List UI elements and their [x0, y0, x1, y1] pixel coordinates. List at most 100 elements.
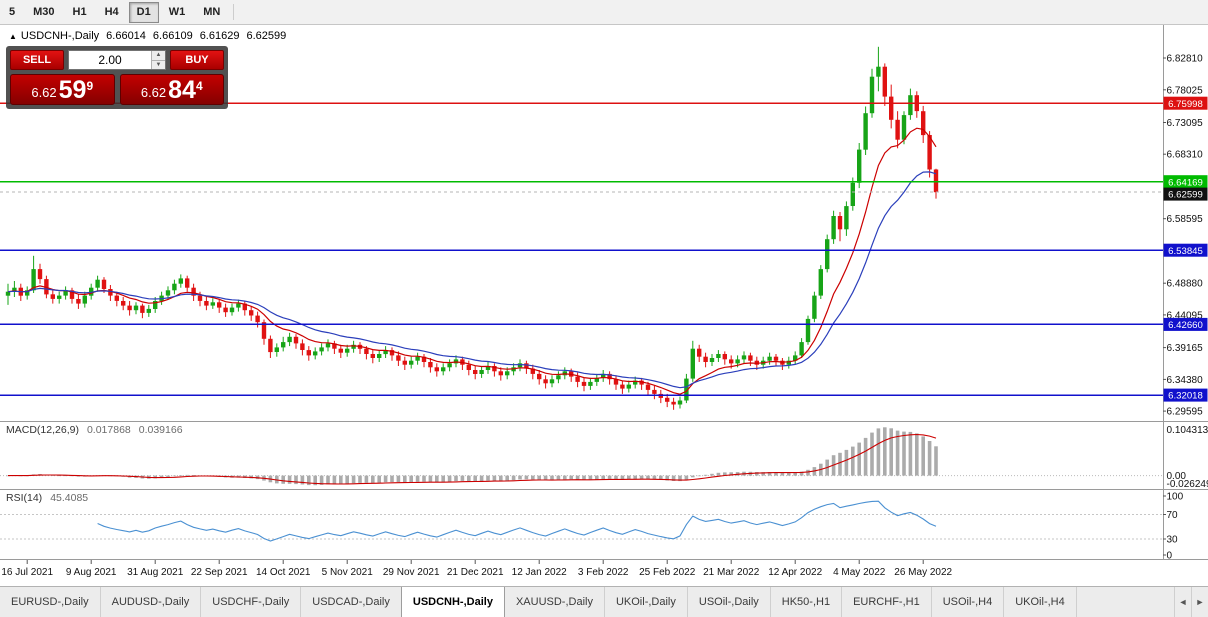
svg-text:4 May 2022: 4 May 2022 [833, 567, 886, 578]
rsi-title: RSI(14) [6, 492, 43, 504]
macd-panel: 0.104313 0.00-0.026249 [0, 425, 1208, 490]
svg-text:6.64169: 6.64169 [1168, 177, 1203, 188]
svg-text:6.82810: 6.82810 [1167, 54, 1204, 65]
svg-text:14 Oct 2021: 14 Oct 2021 [256, 567, 311, 578]
volume-input[interactable]: 2.00 ▲ ▼ [68, 50, 166, 70]
tab-usoil-h4[interactable]: USOil-,H4 [932, 587, 1005, 617]
volume-spinner: ▲ ▼ [151, 51, 165, 69]
timeframe-m30-button[interactable]: M30 [33, 6, 55, 18]
volume-down-button[interactable]: ▼ [152, 59, 165, 69]
tick-up-icon: ▲ [9, 31, 17, 41]
macd-title: MACD(12,26,9) [6, 424, 79, 436]
candles-layer [5, 46, 939, 410]
svg-text:6.78025: 6.78025 [1167, 85, 1204, 96]
one-click-trade-panel: SELL 2.00 ▲ ▼ BUY 6.62 59 9 6.62 84 4 [6, 46, 228, 109]
timeframe-h1-button[interactable]: H1 [72, 6, 87, 18]
timeframe-mn-button[interactable]: MN [203, 6, 221, 18]
svg-text:6.73095: 6.73095 [1167, 118, 1204, 129]
svg-text:6.48880: 6.48880 [1167, 279, 1204, 290]
tab-scroll-controls: ◄ ► [1174, 587, 1208, 617]
svg-text:6.58595: 6.58595 [1167, 214, 1204, 225]
toolbar-separator [233, 4, 235, 20]
macd-signal-value: 0.039166 [138, 424, 183, 436]
panel-separators [0, 25, 1208, 560]
svg-text:6.75998: 6.75998 [1168, 99, 1203, 110]
svg-text:12 Jan 2022: 12 Jan 2022 [512, 567, 567, 578]
open-value: 6.66014 [106, 30, 146, 42]
svg-text:25 Feb 2022: 25 Feb 2022 [639, 567, 696, 578]
svg-text:0.00: 0.00 [1167, 471, 1187, 482]
svg-text:5 Nov 2021: 5 Nov 2021 [322, 567, 374, 578]
tab-usdcad-daily[interactable]: USDCAD-,Daily [301, 587, 402, 617]
svg-text:12 Apr 2022: 12 Apr 2022 [768, 567, 822, 578]
svg-text:30: 30 [1167, 535, 1179, 546]
ask-price-pip: 4 [195, 79, 203, 93]
tab-eurusd-daily[interactable]: EURUSD-,Daily [0, 587, 101, 617]
svg-text:3 Feb 2022: 3 Feb 2022 [578, 567, 629, 578]
svg-text:6.39165: 6.39165 [1167, 343, 1204, 354]
tab-eurchf-h1[interactable]: EURCHF-,H1 [842, 587, 932, 617]
svg-text:31 Aug 2021: 31 Aug 2021 [127, 567, 184, 578]
svg-text:0: 0 [1167, 551, 1173, 562]
bid-price[interactable]: 6.62 59 9 [10, 74, 115, 105]
tab-ukoil-daily[interactable]: UKOil-,Daily [605, 587, 688, 617]
svg-text:6.32018: 6.32018 [1168, 391, 1203, 402]
high-value: 6.66109 [152, 30, 193, 42]
tab-ukoil-h4[interactable]: UKOil-,H4 [1004, 587, 1077, 617]
buy-button[interactable]: BUY [170, 50, 224, 70]
sell-button[interactable]: SELL [10, 50, 64, 70]
price-axis[interactable]: 6.82810 6.78025 6.73095 6.68310 6.58595 6.488… [1163, 54, 1208, 418]
rsi-panel: 100 70 30 0 [0, 492, 1184, 562]
chart-symbol-label: USDCNH-,Daily [20, 30, 100, 42]
moving-averages-layer [7, 127, 937, 395]
macd-main-value: 0.017868 [86, 424, 131, 436]
svg-text:21 Mar 2022: 21 Mar 2022 [703, 567, 760, 578]
ask-price[interactable]: 6.62 84 4 [119, 74, 224, 105]
timeframe-w1-button[interactable]: W1 [168, 6, 186, 18]
svg-text:6.44095: 6.44095 [1167, 310, 1204, 321]
svg-text:6.53845: 6.53845 [1168, 246, 1203, 257]
rsi-value: 45.4085 [50, 492, 89, 504]
svg-text:100: 100 [1167, 492, 1184, 503]
close-value: 6.62599 [246, 30, 287, 42]
tab-audusd-daily[interactable]: AUDUSD-,Daily [101, 587, 202, 617]
timeframe-d1-button[interactable]: D1 [128, 1, 159, 23]
ask-price-big: 84 [168, 76, 196, 104]
svg-text:29 Nov 2021: 29 Nov 2021 [383, 567, 440, 578]
timeframe-h4-button[interactable]: H4 [104, 6, 119, 18]
ask-price-prefix: 6.62 [140, 85, 167, 100]
tab-usoil-daily[interactable]: USOil-,Daily [688, 587, 771, 617]
svg-text:-0.026249: -0.026249 [1167, 479, 1208, 490]
svg-text:21 Dec 2021: 21 Dec 2021 [447, 567, 504, 578]
tab-scroll-left-icon[interactable]: ◄ [1174, 587, 1191, 617]
svg-text:6.68310: 6.68310 [1167, 150, 1204, 161]
volume-value[interactable]: 2.00 [98, 53, 122, 67]
svg-text:9 Aug 2021: 9 Aug 2021 [66, 567, 117, 578]
timeframe-m5-button[interactable]: 5 [9, 6, 16, 18]
timeframe-toolbar: 5 M30 H1 H4 D1 W1 MN [0, 0, 1208, 25]
chart-tab-bar: EURUSD-,Daily AUDUSD-,Daily USDCHF-,Dail… [0, 586, 1208, 617]
tab-usdchf-daily[interactable]: USDCHF-,Daily [201, 587, 302, 617]
tab-hk50-h1[interactable]: HK50-,H1 [771, 587, 843, 617]
svg-text:6.34380: 6.34380 [1167, 375, 1204, 386]
svg-text:22 Sep 2021: 22 Sep 2021 [191, 567, 248, 578]
low-value: 6.61629 [199, 30, 240, 42]
tab-usdcnh-daily[interactable]: USDCNH-,Daily [400, 587, 505, 617]
tab-xauusd-daily[interactable]: XAUUSD-,Daily [505, 587, 605, 617]
bid-price-big: 59 [58, 76, 87, 104]
svg-text:70: 70 [1167, 510, 1179, 521]
horizontal-lines-layer[interactable] [0, 102, 1163, 396]
svg-text:16 Jul 2021: 16 Jul 2021 [1, 567, 53, 578]
svg-text:6.42660: 6.42660 [1168, 320, 1203, 331]
time-axis[interactable]: 16 Jul 2021 9 Aug 2021 31 Aug 2021 22 Sep 2… [1, 560, 953, 578]
bid-price-pip: 9 [86, 79, 94, 93]
svg-text:6.62599: 6.62599 [1168, 190, 1203, 201]
bid-price-prefix: 6.62 [31, 85, 57, 100]
macd-indicator-label: MACD(12,26,9) 0.017868 0.039166 [6, 424, 183, 436]
volume-up-button[interactable]: ▲ [152, 51, 165, 60]
svg-text:6.29595: 6.29595 [1167, 407, 1204, 418]
svg-text:0.104313: 0.104313 [1167, 425, 1208, 436]
tab-scroll-right-icon[interactable]: ► [1191, 587, 1208, 617]
chart-ohlc-header: ▲ USDCNH-,Daily 6.66014 6.66109 6.61629 … [9, 30, 286, 42]
